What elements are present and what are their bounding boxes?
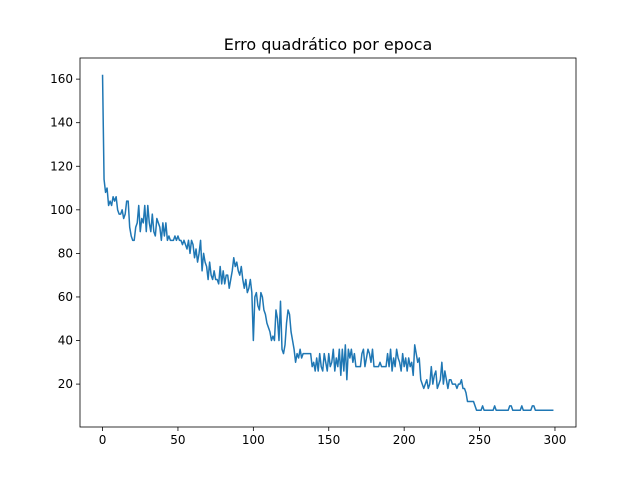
y-tick-label: 120 — [50, 159, 73, 173]
chart-title: Erro quadrático por epoca — [224, 35, 433, 54]
plot-frame — [79, 57, 577, 428]
y-tick-label: 40 — [58, 334, 73, 348]
y-tick-label: 100 — [50, 203, 73, 217]
x-tick-label: 50 — [170, 433, 185, 447]
y-tick-label: 60 — [58, 290, 73, 304]
x-tick-label: 300 — [544, 433, 567, 447]
y-tick-label: 20 — [58, 377, 73, 391]
y-tick-label: 80 — [58, 246, 73, 260]
x-tick-label: 200 — [393, 433, 416, 447]
x-tick-label: 150 — [317, 433, 340, 447]
x-tick-label: 0 — [99, 433, 107, 447]
y-tick-label: 140 — [50, 116, 73, 130]
y-tick-label: 160 — [50, 72, 73, 86]
x-tick-label: 250 — [468, 433, 491, 447]
x-tick-label: 100 — [242, 433, 265, 447]
data-line — [101, 74, 554, 411]
